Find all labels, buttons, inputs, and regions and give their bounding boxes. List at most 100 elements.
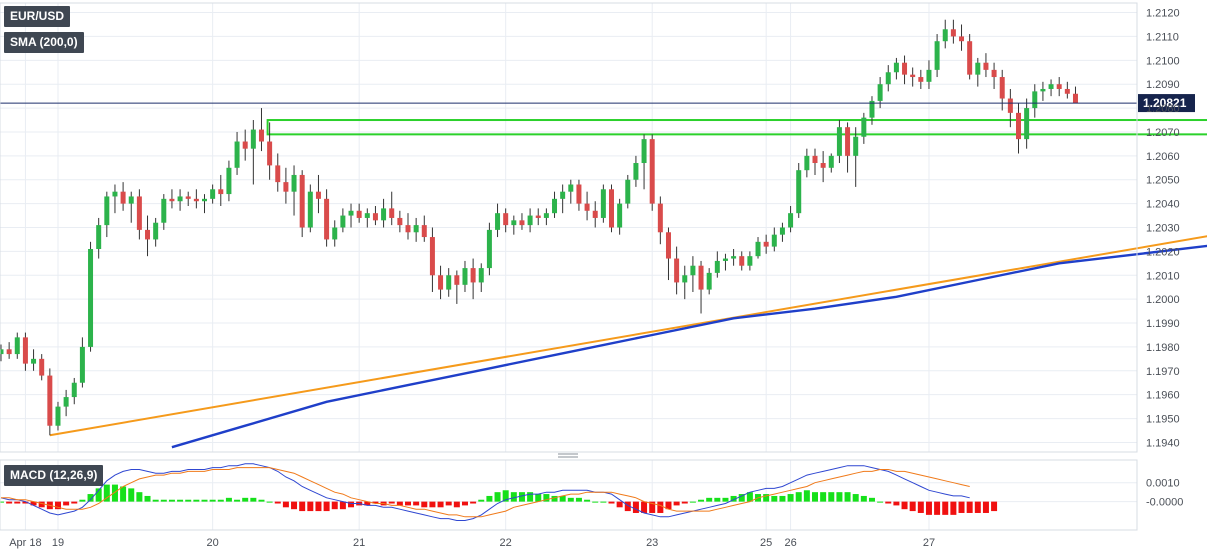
macd-histogram-bar — [494, 492, 501, 502]
candle — [161, 194, 167, 230]
candle — [584, 191, 590, 221]
candle-body — [543, 213, 549, 218]
macd-indicator-label: MACD (12,26,9) — [10, 468, 98, 482]
candle — [31, 349, 37, 371]
candle — [836, 120, 842, 164]
candle-body — [690, 265, 696, 276]
candle — [495, 203, 501, 238]
candle — [421, 215, 427, 242]
macd-histogram-bar — [689, 501, 696, 503]
candle-body — [560, 191, 566, 199]
candle — [918, 69, 924, 89]
candle — [226, 160, 232, 202]
candle-body — [22, 337, 28, 364]
macd-histogram-bar — [974, 501, 981, 513]
candle-body — [218, 189, 224, 195]
candle — [535, 208, 541, 226]
candle-body — [267, 141, 273, 166]
candle-body — [145, 229, 151, 240]
macd-histogram-bar — [779, 495, 786, 502]
candle — [324, 189, 330, 247]
candle-body — [869, 100, 875, 118]
time-tick-label: 25 — [760, 537, 772, 549]
macd-histogram-bar — [852, 494, 859, 502]
candle — [185, 191, 191, 207]
candle — [560, 184, 566, 214]
candle-body — [55, 406, 61, 426]
candle — [104, 191, 110, 238]
macd-histogram-bar — [486, 495, 493, 502]
macd-histogram-bar — [396, 501, 403, 506]
panel-resize-handle[interactable] — [558, 453, 578, 458]
price-tick-label: 1.2040 — [1146, 199, 1180, 211]
macd-histogram-bar — [388, 501, 395, 504]
macd-histogram-bar — [624, 501, 631, 512]
candle — [372, 206, 378, 226]
candle-body — [1048, 84, 1054, 89]
macd-indicator-badge[interactable]: MACD (12,26,9) — [4, 465, 104, 486]
macd-histogram-bar — [698, 499, 705, 502]
candle-body — [845, 127, 851, 156]
candle — [674, 246, 680, 295]
candle — [55, 401, 61, 431]
candle — [926, 60, 932, 89]
macd-histogram-bar — [877, 501, 884, 503]
price-gridlines — [0, 3, 1137, 452]
candle-body — [275, 165, 281, 183]
candle — [755, 237, 761, 259]
macd-histogram-bar — [535, 494, 542, 502]
macd-histogram-bar — [893, 501, 900, 506]
candle — [79, 337, 85, 388]
candle — [39, 354, 45, 381]
candle-body — [771, 234, 777, 247]
axes: 1.2120 1.2110 1.2100 1.2090 1.2080 1.2070 1.20… — [0, 2, 1183, 549]
candle — [193, 189, 199, 209]
price-tick-label: 1.1940 — [1146, 437, 1180, 449]
macd-histogram-bar — [22, 501, 29, 504]
candle-body — [665, 232, 671, 259]
sma-indicator-badge[interactable]: SMA (200,0) — [4, 32, 84, 53]
macd-histogram-bar — [632, 501, 639, 513]
candle — [975, 57, 981, 87]
candle-body — [421, 225, 427, 238]
candle — [22, 332, 28, 371]
macd-histogram-bar — [730, 495, 737, 502]
candle-body — [967, 41, 973, 75]
macd-histogram-bar — [787, 494, 794, 502]
macd-histogram-bar — [103, 484, 110, 502]
candle-body — [926, 69, 932, 82]
candle-body — [503, 213, 509, 226]
candle — [731, 248, 737, 266]
macd-histogram-bar — [87, 494, 94, 502]
candle — [722, 253, 728, 271]
hma-200-line — [171, 244, 1207, 449]
macd-histogram-bar — [299, 501, 306, 512]
candle — [942, 19, 948, 49]
macd-histogram-bar — [812, 492, 818, 502]
candle — [332, 220, 338, 247]
candle — [462, 260, 468, 292]
price-tick-label: 1.2090 — [1146, 79, 1180, 91]
candle — [869, 96, 875, 125]
overlay-front: 1.20821 — [0, 94, 1195, 113]
candle-body — [226, 167, 232, 195]
time-tick-label: 21 — [353, 537, 365, 549]
candle — [267, 122, 273, 180]
candle — [861, 112, 867, 144]
candle-body — [918, 77, 924, 82]
candle — [6, 342, 12, 359]
resistance-zone — [266, 119, 1207, 136]
candle — [739, 251, 745, 271]
candle — [991, 62, 997, 89]
macd-histogram-bar — [71, 501, 78, 504]
macd-histogram-bar — [860, 495, 867, 502]
macd-histogram-bar — [559, 495, 566, 502]
candle-body — [31, 358, 37, 364]
candle — [552, 191, 558, 218]
candle-body — [706, 272, 712, 290]
macd-histogram-bar — [600, 501, 607, 503]
candle — [340, 208, 346, 233]
candle-body — [63, 397, 69, 407]
candle — [1064, 81, 1070, 99]
